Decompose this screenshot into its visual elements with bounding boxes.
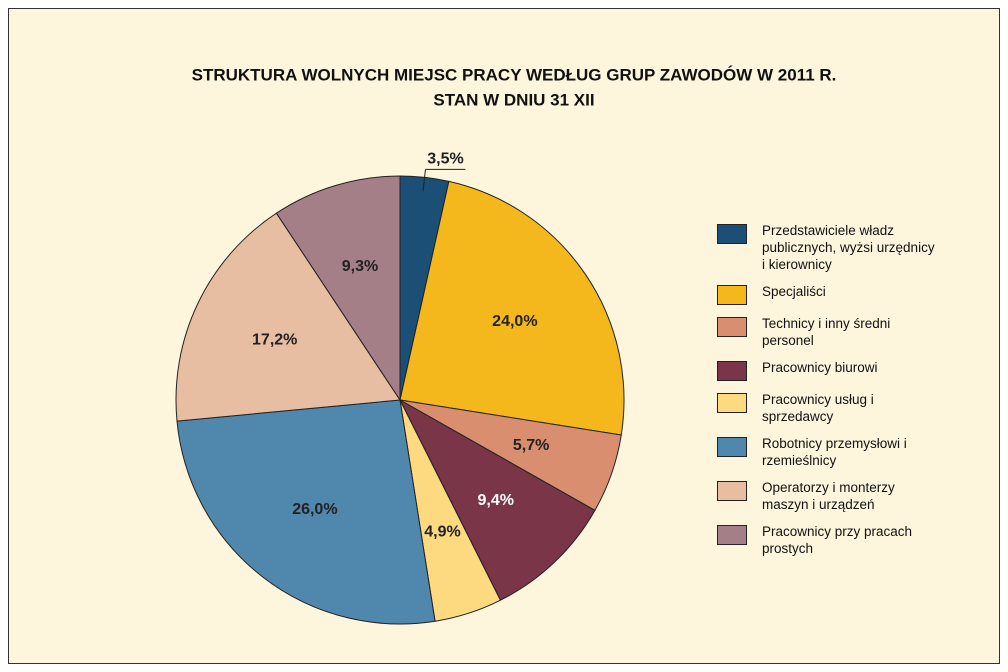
legend-item: Specjaliści	[717, 283, 957, 305]
legend-swatch	[717, 317, 747, 337]
legend-label: Przedstawiciele władz publicznych, wyżsi…	[762, 223, 935, 272]
legend-swatch	[717, 224, 747, 244]
legend-label: Operatorzy i monterzy maszyn i urządzeń	[762, 480, 895, 512]
pie-slice	[398, 398, 596, 601]
legend-item: Technicy i inny średni personel	[717, 315, 957, 349]
legend-swatch	[717, 361, 747, 381]
legend-item: Operatorzy i monterzy maszyn i urządzeń	[717, 479, 957, 513]
legend-item: Pracownicy przy pracach prostych	[717, 523, 957, 557]
legend-swatch	[717, 525, 747, 545]
pie-slice	[175, 212, 401, 422]
pie-slice	[275, 175, 401, 402]
chart-title: STRUKTURA WOLNYCH MIEJSC PRACY WEDŁUG GR…	[192, 65, 837, 84]
legend-item: Pracownicy usług i sprzedawcy	[717, 391, 957, 425]
leader-line	[422, 169, 426, 192]
legend-item: Przedstawiciele władz publicznych, wyżsi…	[717, 222, 957, 273]
legend-swatch	[717, 437, 747, 457]
data-label: 9,3%	[342, 258, 378, 275]
legend-item: Robotnicy przemysłowi i rzemieślnicy	[717, 435, 957, 469]
data-label: 9,4%	[477, 492, 513, 509]
legend-swatch	[717, 481, 747, 501]
data-label: 4,9%	[424, 523, 460, 540]
chart-subtitle: STAN W DNIU 31 XII	[433, 90, 594, 109]
data-label: 3,5%	[427, 151, 463, 168]
data-label: 17,2%	[252, 331, 297, 348]
legend-label: Technicy i inny średni personel	[762, 316, 891, 348]
pie-slice	[176, 399, 436, 625]
legend-swatch	[717, 285, 747, 305]
legend-label: Robotnicy przemysłowi i rzemieślnicy	[762, 436, 907, 468]
legend-swatch	[717, 393, 747, 413]
legend-label: Pracownicy przy pracach prostych	[762, 524, 913, 556]
legend-item: Pracownicy biurowi	[717, 359, 957, 381]
legend-label: Pracownicy usług i sprzedawcy	[762, 392, 874, 424]
data-label: 26,0%	[292, 501, 337, 518]
data-label: 5,7%	[513, 437, 549, 454]
legend: Przedstawiciele władz publicznych, wyżsi…	[717, 222, 957, 567]
legend-label: Specjaliści	[762, 284, 826, 299]
pie: 3,5% 24,0% 5,7% 9,4% 4,9% 26,0% 17,2% 9,3%	[175, 151, 625, 625]
pie-slice	[399, 180, 625, 436]
data-label: 24,0%	[492, 313, 537, 330]
legend-label: Pracownicy biurowi	[762, 360, 878, 375]
